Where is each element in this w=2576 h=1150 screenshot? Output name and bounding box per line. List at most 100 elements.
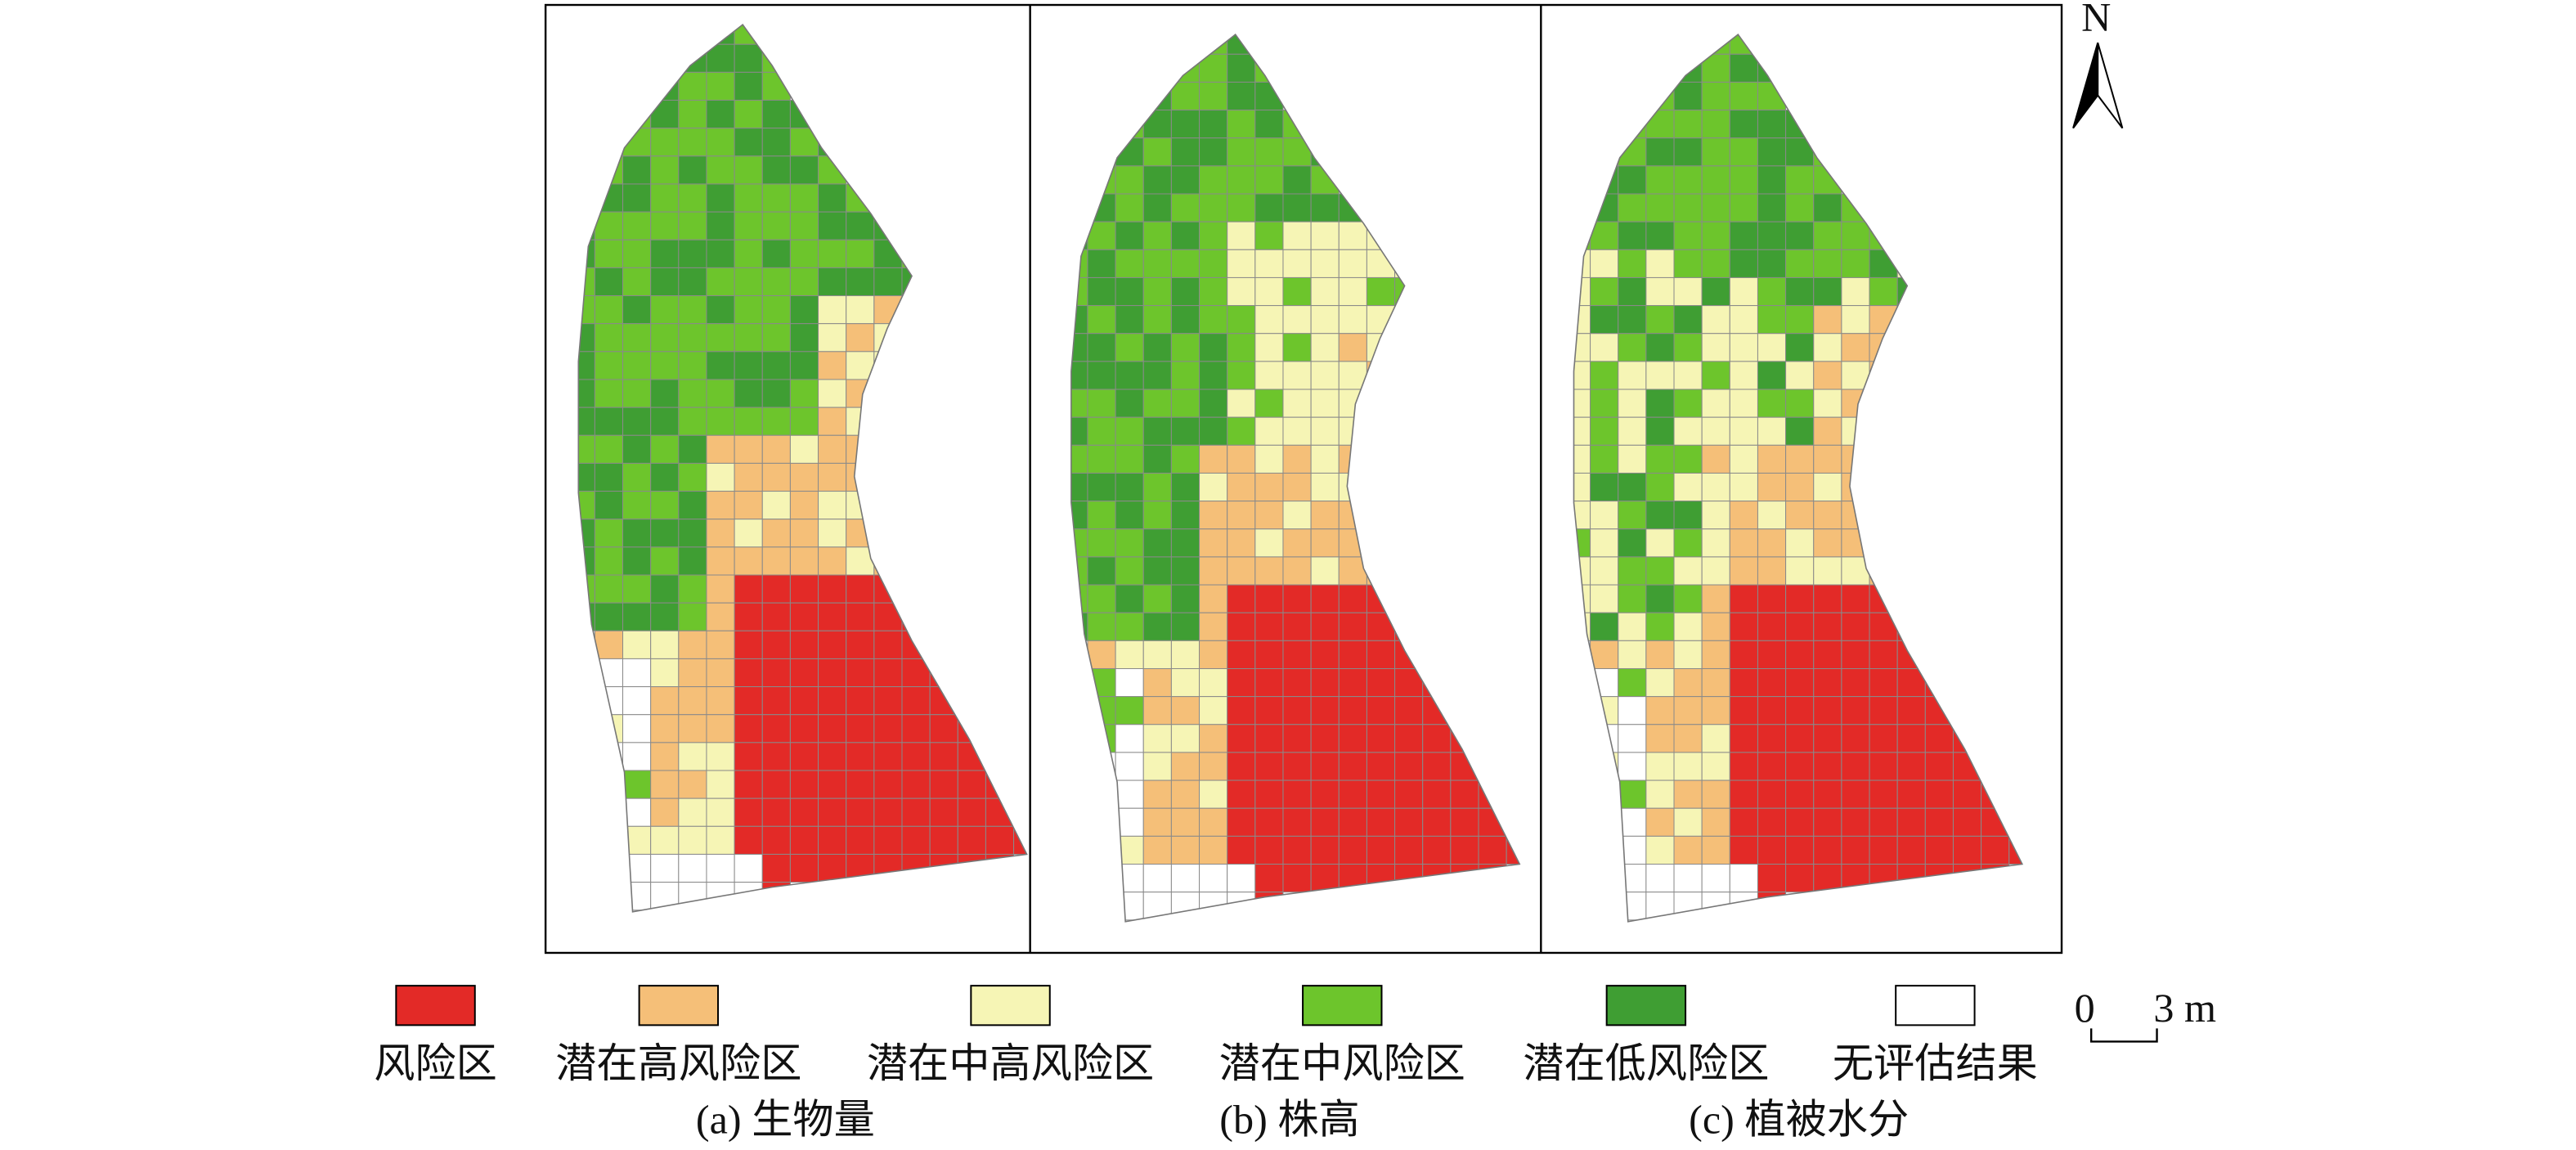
grid-cell — [1338, 640, 1367, 669]
grid-cell — [1981, 779, 2010, 809]
grid-cell — [1869, 752, 1898, 781]
grid-cell — [901, 686, 931, 716]
grid-cell — [1227, 361, 1256, 390]
grid-cell — [622, 686, 652, 716]
grid-cell — [873, 295, 903, 325]
grid-cell — [1115, 249, 1144, 278]
grid-cell — [957, 825, 986, 855]
grid-cell — [1310, 333, 1340, 362]
grid-cell — [734, 491, 763, 520]
grid-cell — [846, 183, 875, 213]
grid-cell — [1199, 667, 1228, 698]
grid-cell — [622, 462, 652, 492]
grid-cell — [901, 825, 931, 855]
grid-cell — [1254, 640, 1284, 669]
grid-cell — [1254, 165, 1284, 195]
grid-cell — [901, 267, 931, 297]
grid-cell — [734, 630, 763, 659]
grid-cell — [1785, 584, 1815, 613]
grid-cell — [1227, 696, 1256, 725]
grid-cell — [1366, 556, 1396, 586]
grid-cell — [1673, 779, 1703, 809]
grid-cell — [846, 295, 875, 325]
grid-cell — [1785, 305, 1815, 335]
grid-cell — [1394, 724, 1424, 753]
grid-cell — [873, 686, 903, 716]
grid-cell — [1199, 472, 1228, 502]
north-arrow — [2072, 42, 2099, 129]
grid-cell — [1142, 752, 1172, 781]
grid-cell — [1087, 667, 1116, 698]
grid-cell — [1394, 696, 1424, 725]
grid-cell — [1338, 276, 1367, 307]
grid-cell — [1282, 444, 1312, 474]
grid-cell — [873, 658, 903, 688]
grid-cell — [1422, 779, 1452, 809]
grid-cell — [1813, 724, 1842, 753]
grid-cell — [1170, 779, 1200, 809]
grid-cell — [650, 379, 680, 408]
field-outline — [1070, 34, 1521, 923]
grid-cell — [594, 491, 624, 520]
grid-cell — [1729, 807, 1758, 837]
grid-cell — [594, 434, 624, 464]
grid-cell — [1785, 416, 1815, 446]
grid-cell — [678, 43, 707, 73]
grid-cell — [1785, 276, 1815, 307]
grid-cell — [1254, 389, 1284, 418]
grid-cell — [1115, 612, 1144, 641]
grid-cell — [622, 658, 652, 688]
grid-cell — [1227, 416, 1256, 446]
grid-cell — [734, 574, 763, 604]
grid-cell — [1394, 807, 1424, 837]
grid-cell — [761, 100, 791, 129]
grid-cell — [678, 295, 707, 325]
grid-cell — [818, 128, 847, 157]
grid-cell — [1841, 389, 1870, 418]
grid-cell — [1841, 249, 1870, 278]
grid-cell — [1869, 696, 1898, 725]
grid-cell — [1924, 696, 1954, 725]
grid-cell — [1254, 276, 1284, 307]
grid-cell — [1338, 752, 1367, 781]
field-outline — [577, 23, 1028, 913]
grid-cell — [706, 155, 735, 185]
grid-cell — [706, 43, 735, 73]
grid-cell — [789, 574, 819, 604]
grid-cell — [1869, 640, 1898, 669]
grid-cell — [1813, 779, 1842, 809]
grid-cell — [1785, 696, 1815, 725]
grid-cell — [1981, 835, 2010, 865]
grid-cell — [1199, 110, 1228, 139]
grid-cell — [1673, 696, 1703, 725]
grid-cell — [1227, 34, 1256, 55]
grid-cell — [1841, 528, 1870, 558]
grid-cell — [650, 267, 680, 297]
grid-cell — [1924, 864, 1954, 893]
grid-cell — [578, 351, 595, 380]
grid-cell — [1785, 444, 1815, 474]
grid-cell — [622, 267, 652, 297]
grid-cell — [678, 825, 707, 855]
grid-cell — [1701, 34, 1730, 55]
grid-cell — [706, 602, 735, 631]
grid-cell — [1254, 472, 1284, 502]
grid-cell — [678, 323, 707, 353]
grid-cell — [789, 323, 819, 353]
grid-cell — [1310, 807, 1340, 837]
grid-cell — [1618, 193, 1647, 222]
grid-cell — [734, 267, 763, 297]
grid-cell — [1924, 807, 1954, 837]
grid-cell — [650, 323, 680, 353]
grid-cell — [1618, 779, 1647, 809]
grid-cell — [1310, 612, 1340, 641]
grid-cell — [761, 295, 791, 325]
grid-cell — [678, 100, 707, 129]
grid-cell — [734, 658, 763, 688]
grid-cell — [789, 519, 819, 548]
grid-cell — [1729, 667, 1758, 698]
grid-cell — [1590, 667, 1619, 698]
grid-cell — [846, 853, 875, 883]
grid-cell — [678, 714, 707, 743]
grid-cell — [706, 25, 735, 45]
